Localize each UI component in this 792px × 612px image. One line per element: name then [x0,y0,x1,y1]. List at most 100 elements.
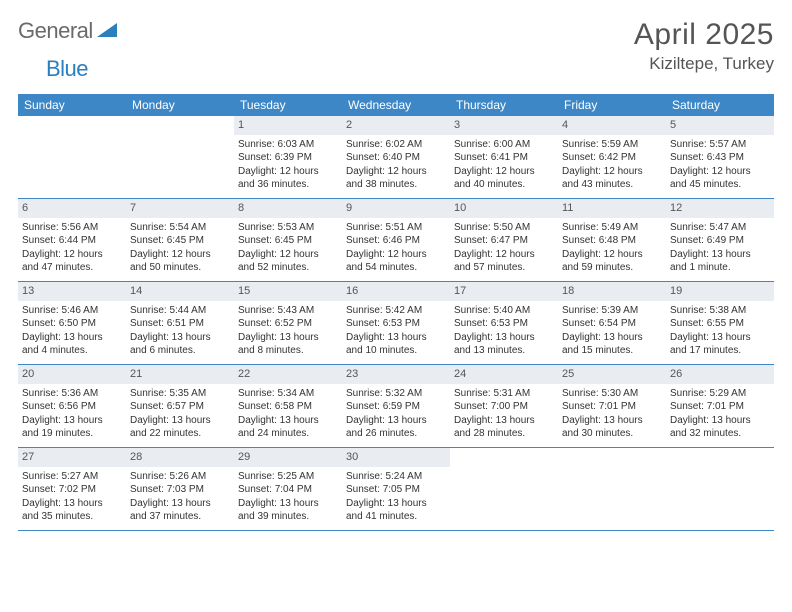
day-cell: 23Sunrise: 5:32 AMSunset: 6:59 PMDayligh… [342,365,450,447]
day-number: 2 [342,116,450,135]
day-cell: 3Sunrise: 6:00 AMSunset: 6:41 PMDaylight… [450,116,558,198]
daylight-line: Daylight: 12 hours and 40 minutes. [454,165,554,192]
daylight-line: Daylight: 12 hours and 57 minutes. [454,248,554,275]
sunset-line: Sunset: 6:47 PM [454,234,554,248]
weekday-header: Tuesday [234,94,342,116]
day-cell: 25Sunrise: 5:30 AMSunset: 7:01 PMDayligh… [558,365,666,447]
daylight-line: Daylight: 13 hours and 4 minutes. [22,331,122,358]
day-cell: 19Sunrise: 5:38 AMSunset: 6:55 PMDayligh… [666,282,774,364]
weekday-header: Saturday [666,94,774,116]
weekday-header-row: SundayMondayTuesdayWednesdayThursdayFrid… [18,94,774,116]
day-cell [450,448,558,530]
day-cell: 29 Sunrise: 5:25 AMSunset: 7:04 PMDayligh… [234,448,342,530]
day-number: 22 [234,365,342,384]
day-number: 7 [126,199,234,218]
daylight-line: Daylight: 13 hours and 39 minutes. [238,497,338,524]
sunset-line: Sunset: 7:04 PM [238,483,338,497]
sunrise-line: Sunrise: 5:26 AM [130,470,230,484]
logo-word1: General [18,18,93,44]
location-label: Kiziltepe, Turkey [634,54,774,74]
day-number [450,448,558,467]
sunrise-line: Sunrise: 5:53 AM [238,221,338,235]
sunset-line: Sunset: 6:40 PM [346,151,446,165]
week-row: 1Sunrise: 6:03 AMSunset: 6:39 PMDaylight… [18,116,774,199]
day-number: 30 [342,448,450,467]
day-cell: 24Sunrise: 5:31 AMSunset: 7:00 PMDayligh… [450,365,558,447]
sunset-line: Sunset: 6:46 PM [346,234,446,248]
day-cell [126,116,234,198]
sunset-line: Sunset: 6:55 PM [670,317,770,331]
daylight-line: Daylight: 12 hours and 45 minutes. [670,165,770,192]
sunrise-line: Sunrise: 5:24 AM [346,470,446,484]
sunrise-line: Sunrise: 5:31 AM [454,387,554,401]
day-number: 11 [558,199,666,218]
day-cell: 12Sunrise: 5:47 AMSunset: 6:49 PMDayligh… [666,199,774,281]
week-row: 20Sunrise: 5:36 AMSunset: 6:56 PMDayligh… [18,365,774,448]
day-cell: 27Sunrise: 5:27 AMSunset: 7:02 PMDayligh… [18,448,126,530]
daylight-line: Daylight: 13 hours and 30 minutes. [562,414,662,441]
weeks-container: 1Sunrise: 6:03 AMSunset: 6:39 PMDaylight… [18,116,774,531]
weekday-header: Thursday [450,94,558,116]
day-number: 23 [342,365,450,384]
day-cell: 16Sunrise: 5:42 AMSunset: 6:53 PMDayligh… [342,282,450,364]
day-cell: 7Sunrise: 5:54 AMSunset: 6:45 PMDaylight… [126,199,234,281]
weekday-header: Friday [558,94,666,116]
sunrise-line: Sunrise: 5:36 AM [22,387,122,401]
day-number: 17 [450,282,558,301]
day-cell: 15Sunrise: 5:43 AMSunset: 6:52 PMDayligh… [234,282,342,364]
weekday-header: Wednesday [342,94,450,116]
daylight-line: Daylight: 13 hours and 32 minutes. [670,414,770,441]
sunset-line: Sunset: 7:01 PM [562,400,662,414]
day-number [18,116,126,135]
month-title: April 2025 [634,18,774,52]
daylight-line: Daylight: 12 hours and 43 minutes. [562,165,662,192]
day-number [126,116,234,135]
sunrise-line: Sunrise: 5:25 AM [238,470,338,484]
sunrise-line: Sunrise: 6:00 AM [454,138,554,152]
day-number: 12 [666,199,774,218]
sunset-line: Sunset: 6:39 PM [238,151,338,165]
day-number: 13 [18,282,126,301]
sunrise-line: Sunrise: 5:35 AM [130,387,230,401]
sunset-line: Sunset: 6:41 PM [454,151,554,165]
day-number: 5 [666,116,774,135]
sunrise-line: Sunrise: 5:44 AM [130,304,230,318]
day-cell: 9Sunrise: 5:51 AMSunset: 6:46 PMDaylight… [342,199,450,281]
day-cell: 14Sunrise: 5:44 AMSunset: 6:51 PMDayligh… [126,282,234,364]
sunrise-line: Sunrise: 5:27 AM [22,470,122,484]
sunset-line: Sunset: 6:53 PM [454,317,554,331]
sunrise-line: Sunrise: 6:02 AM [346,138,446,152]
sunset-line: Sunset: 6:50 PM [22,317,122,331]
week-row: 27Sunrise: 5:27 AMSunset: 7:02 PMDayligh… [18,448,774,531]
day-cell: 28Sunrise: 5:26 AMSunset: 7:03 PMDayligh… [126,448,234,530]
sunset-line: Sunset: 6:54 PM [562,317,662,331]
title-block: April 2025 Kiziltepe, Turkey [634,18,774,74]
daylight-line: Daylight: 13 hours and 15 minutes. [562,331,662,358]
day-cell: 2Sunrise: 6:02 AMSunset: 6:40 PMDaylight… [342,116,450,198]
sunset-line: Sunset: 6:43 PM [670,151,770,165]
sunset-line: Sunset: 6:44 PM [22,234,122,248]
weekday-header: Sunday [18,94,126,116]
sunrise-line: Sunrise: 5:46 AM [22,304,122,318]
daylight-line: Daylight: 13 hours and 8 minutes. [238,331,338,358]
sunrise-line: Sunrise: 5:54 AM [130,221,230,235]
day-cell: 8Sunrise: 5:53 AMSunset: 6:45 PMDaylight… [234,199,342,281]
sunset-line: Sunset: 6:45 PM [130,234,230,248]
sunrise-line: Sunrise: 6:03 AM [238,138,338,152]
daylight-line: Daylight: 13 hours and 10 minutes. [346,331,446,358]
day-number: 9 [342,199,450,218]
sunrise-line: Sunrise: 5:34 AM [238,387,338,401]
daylight-line: Daylight: 13 hours and 6 minutes. [130,331,230,358]
day-number: 29 [234,448,342,467]
daylight-line: Daylight: 13 hours and 35 minutes. [22,497,122,524]
sunset-line: Sunset: 7:03 PM [130,483,230,497]
sunset-line: Sunset: 6:45 PM [238,234,338,248]
day-number: 21 [126,365,234,384]
sunset-line: Sunset: 6:58 PM [238,400,338,414]
sunrise-line: Sunrise: 5:50 AM [454,221,554,235]
daylight-line: Daylight: 12 hours and 47 minutes. [22,248,122,275]
day-cell: 6Sunrise: 5:56 AMSunset: 6:44 PMDaylight… [18,199,126,281]
sunset-line: Sunset: 7:00 PM [454,400,554,414]
day-cell: 4Sunrise: 5:59 AMSunset: 6:42 PMDaylight… [558,116,666,198]
day-cell: 1Sunrise: 6:03 AMSunset: 6:39 PMDaylight… [234,116,342,198]
